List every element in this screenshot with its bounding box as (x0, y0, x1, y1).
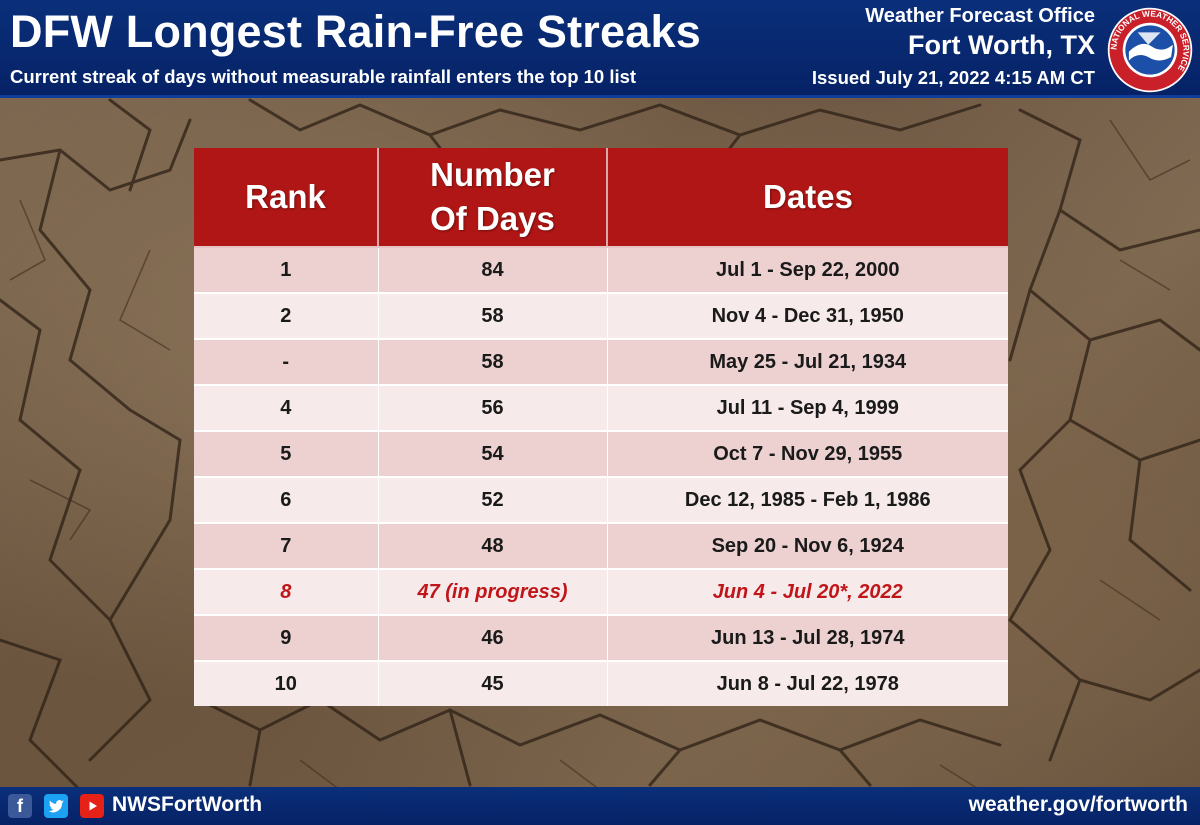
dates-cell: Oct 7 - Nov 29, 1955 (607, 430, 1008, 477)
rank-cell: - (194, 338, 379, 385)
table-row-current-streak: 8 47 (in progress) Jun 4 - Jul 20*, 2022 (194, 568, 1008, 615)
rank-cell: 6 (194, 476, 379, 523)
days-cell: 48 (378, 522, 608, 569)
table-row: 7 48 Sep 20 - Nov 6, 1924 (194, 522, 1008, 569)
rank-cell: 9 (194, 614, 379, 661)
days-cell: 58 (378, 292, 608, 339)
office-location: Fort Worth, TX (908, 30, 1095, 60)
dates-cell: Sep 20 - Nov 6, 1924 (607, 522, 1008, 569)
youtube-icon[interactable] (80, 794, 104, 818)
dates-cell: Jun 13 - Jul 28, 1974 (607, 614, 1008, 661)
facebook-icon[interactable]: f (8, 794, 32, 818)
table-row: 9 46 Jun 13 - Jul 28, 1974 (194, 614, 1008, 661)
streaks-table: Rank Number Of Days Dates 1 84 Jul 1 - S… (194, 148, 1008, 706)
dates-cell: Nov 4 - Dec 31, 1950 (607, 292, 1008, 339)
page-subtitle: Current streak of days without measurabl… (10, 66, 637, 87)
dates-cell: Jun 4 - Jul 20*, 2022 (607, 568, 1008, 615)
days-cell: 47 (in progress) (378, 568, 608, 615)
rank-cell: 5 (194, 430, 379, 477)
table-row: 4 56 Jul 11 - Sep 4, 1999 (194, 384, 1008, 431)
table-row: - 58 May 25 - Jul 21, 1934 (194, 338, 1008, 385)
days-cell: 52 (378, 476, 608, 523)
days-cell: 46 (378, 614, 608, 661)
rank-cell: 7 (194, 522, 379, 569)
days-cell: 84 (378, 246, 608, 293)
office-name: Weather Forecast Office (865, 5, 1095, 27)
table-header-row: Rank Number Of Days Dates (194, 148, 1008, 248)
page-title: DFW Longest Rain-Free Streaks (10, 6, 701, 57)
dates-cell: Jul 1 - Sep 22, 2000 (607, 246, 1008, 293)
table-row: 2 58 Nov 4 - Dec 31, 1950 (194, 292, 1008, 339)
rank-cell: 1 (194, 246, 379, 293)
header-banner: DFW Longest Rain-Free Streaks Current st… (0, 0, 1200, 98)
column-header-dates: Dates (607, 148, 1008, 248)
nws-logo-icon: NATIONAL WEATHER SERVICE (1107, 7, 1193, 93)
issued-timestamp: Issued July 21, 2022 4:15 AM CT (811, 67, 1095, 88)
rank-cell: 4 (194, 384, 379, 431)
column-header-days: Number Of Days (378, 148, 608, 248)
table-row: 6 52 Dec 12, 1985 - Feb 1, 1986 (194, 476, 1008, 523)
rank-cell: 10 (194, 660, 379, 706)
twitter-icon[interactable] (44, 794, 68, 818)
office-info: Weather Forecast Office Fort Worth, TX I… (812, 5, 1095, 89)
days-cell: 45 (378, 660, 608, 706)
dates-cell: Dec 12, 1985 - Feb 1, 1986 (607, 476, 1008, 523)
table-row: 10 45 Jun 8 - Jul 22, 1978 (194, 660, 1008, 706)
rank-cell: 8 (194, 568, 379, 615)
column-header-rank: Rank (194, 148, 379, 248)
days-cell: 58 (378, 338, 608, 385)
footer-banner: f NWSFortWorth weather.gov/fortworth (0, 787, 1200, 825)
social-handle[interactable]: NWSFortWorth (112, 793, 263, 816)
table-row: 1 84 Jul 1 - Sep 22, 2000 (194, 246, 1008, 293)
table-row: 5 54 Oct 7 - Nov 29, 1955 (194, 430, 1008, 477)
dates-cell: Jun 8 - Jul 22, 1978 (607, 660, 1008, 706)
dates-cell: Jul 11 - Sep 4, 1999 (607, 384, 1008, 431)
days-cell: 56 (378, 384, 608, 431)
rank-cell: 2 (194, 292, 379, 339)
website-link[interactable]: weather.gov/fortworth (968, 793, 1188, 816)
dates-cell: May 25 - Jul 21, 1934 (607, 338, 1008, 385)
days-cell: 54 (378, 430, 608, 477)
